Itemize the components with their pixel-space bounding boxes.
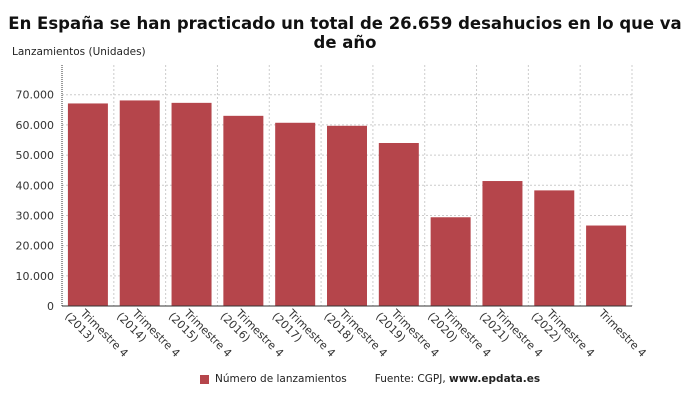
x-tick-label: Trimestre 4(2013) bbox=[62, 301, 130, 369]
bar bbox=[534, 190, 575, 306]
x-tick-label: Trimestre 4(2015) bbox=[166, 301, 234, 369]
legend: Número de lanzamientos Fuente: CGPJ, www… bbox=[200, 373, 540, 385]
bar bbox=[327, 125, 367, 306]
y-tick-label: 30.000 bbox=[16, 209, 55, 222]
y-tick-label: 40.000 bbox=[16, 179, 55, 192]
legend-label: Número de lanzamientos bbox=[215, 373, 347, 385]
legend-swatch bbox=[200, 374, 209, 384]
chart-title: En España se han practicado un total de … bbox=[8, 14, 682, 52]
x-tick-label: Trimestre 4 bbox=[595, 306, 649, 360]
y-tick-label: 0 bbox=[47, 300, 54, 313]
bar bbox=[119, 100, 160, 306]
bar bbox=[171, 102, 212, 306]
bar bbox=[275, 122, 316, 307]
y-tick-label: 20.000 bbox=[16, 240, 55, 253]
x-tick-label: Trimestre 4(2022) bbox=[529, 301, 597, 369]
x-tick-label: Trimestre 4(2018) bbox=[321, 301, 389, 369]
bar bbox=[378, 142, 419, 306]
y-tick-label: 60.000 bbox=[16, 119, 55, 132]
x-tick-label: Trimestre 4(2020) bbox=[425, 301, 493, 369]
bar bbox=[430, 217, 471, 306]
bar bbox=[67, 103, 108, 306]
x-tick-label: Trimestre 4(2021) bbox=[477, 301, 545, 369]
bar bbox=[223, 115, 264, 306]
bar bbox=[482, 181, 523, 306]
source-site: www.epdata.es bbox=[449, 373, 541, 385]
y-tick-label: 70.000 bbox=[16, 89, 55, 102]
source-label: Fuente: CGPJ, bbox=[374, 373, 449, 385]
x-tick-label: Trimestre 4(2014) bbox=[114, 301, 182, 369]
y-tick-label: 10.000 bbox=[16, 270, 55, 283]
x-tick-label: Trimestre 4(2017) bbox=[270, 301, 338, 369]
bar bbox=[586, 225, 627, 306]
y-axis-label: Lanzamientos (Unidades) bbox=[12, 46, 146, 58]
y-tick-label: 50.000 bbox=[16, 149, 55, 162]
source-text: Fuente: CGPJ, www.epdata.es bbox=[375, 373, 540, 385]
x-tick-label: Trimestre 4(2016) bbox=[218, 301, 286, 369]
x-tick-label: Trimestre 4(2019) bbox=[373, 301, 441, 369]
